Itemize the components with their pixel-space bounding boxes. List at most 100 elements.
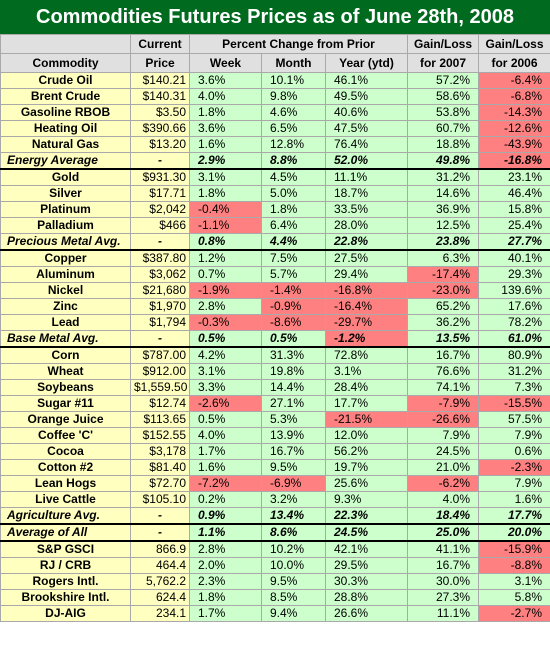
month-cell: -6.9% xyxy=(261,475,326,492)
month-cell: 9.4% xyxy=(261,605,326,622)
current-price: $912.00 xyxy=(130,363,190,380)
month-cell: 4.5% xyxy=(261,168,326,186)
table-row: Platinum $2,042 -0.4% 1.8% 33.5% 36.9% 15.8% xyxy=(0,201,550,218)
current-price: - xyxy=(130,152,190,170)
year-ytd-cell: 46.1% xyxy=(325,72,408,89)
header-row-1: Current Percent Change from Prior Gain/L… xyxy=(0,34,550,54)
month-cell: 9.5% xyxy=(261,573,326,590)
week-cell: -1.1% xyxy=(189,217,262,234)
gain-2007-cell: -23.0% xyxy=(407,282,479,299)
month-cell: 14.4% xyxy=(261,379,326,396)
commodity-name: Agriculture Avg. xyxy=(0,507,131,525)
table-row: RJ / CRB 464.4 2.0% 10.0% 29.5% 16.7% -8.8% xyxy=(0,557,550,574)
gain-2006-cell: -16.8% xyxy=(478,152,550,170)
month-cell: 31.3% xyxy=(261,346,326,364)
current-price: - xyxy=(130,330,190,348)
current-price: $787.00 xyxy=(130,346,190,364)
commodity-name: Zinc xyxy=(0,298,131,315)
current-price: 464.4 xyxy=(130,557,190,574)
average-row: Average of All -1.1% 8.6% 24.5% 25.0% 20.0% xyxy=(0,523,550,542)
table-row: Corn $787.00 4.2% 31.3% 72.8% 16.7% 80.9% xyxy=(0,346,550,364)
week-cell: -2.6% xyxy=(189,395,262,412)
current-price: $3,062 xyxy=(130,266,190,283)
gain-2007-cell: -6.2% xyxy=(407,475,479,492)
gain-2007-cell: 4.0% xyxy=(407,491,479,508)
year-ytd-cell: 56.2% xyxy=(325,443,408,460)
week-cell: 0.8% xyxy=(189,233,262,251)
year-ytd-cell: 17.7% xyxy=(325,395,408,412)
table-row: Coffee 'C' $152.55 4.0% 13.9% 12.0% 7.9% 7.9% xyxy=(0,427,550,444)
gain-2007-cell: 13.5% xyxy=(407,330,479,348)
current-price: $140.31 xyxy=(130,88,190,105)
commodity-name: Crude Oil xyxy=(0,72,131,89)
gain-2007-cell: 36.2% xyxy=(407,314,479,331)
gain-2006-cell: 27.7% xyxy=(478,233,550,251)
current-price: $3.50 xyxy=(130,104,190,121)
gain-2007-cell: 57.2% xyxy=(407,72,479,89)
month-cell: 8.5% xyxy=(261,589,326,606)
month-cell: 6.5% xyxy=(261,120,326,137)
week-cell: -7.2% xyxy=(189,475,262,492)
table-row: Cotton #2 $81.40 1.6% 9.5% 19.7% 21.0% -2.3% xyxy=(0,459,550,476)
commodity-name: RJ / CRB xyxy=(0,557,131,574)
current-price: $3,178 xyxy=(130,443,190,460)
table-row: Orange Juice $113.65 0.5% 5.3% -21.5% -26.6% 5… xyxy=(0,411,550,428)
header-for-2006: for 2006 xyxy=(478,53,550,73)
table-row: Zinc $1,970 2.8% -0.9% -16.4% 65.2% 17.6% xyxy=(0,298,550,315)
year-ytd-cell: 22.8% xyxy=(325,233,408,251)
gain-2007-cell: 6.3% xyxy=(407,249,479,267)
gain-2006-cell: -8.8% xyxy=(478,557,550,574)
month-cell: 19.8% xyxy=(261,363,326,380)
commodity-name: Cocoa xyxy=(0,443,131,460)
gain-2006-cell: 61.0% xyxy=(478,330,550,348)
commodity-name: Gasoline RBOB xyxy=(0,104,131,121)
month-cell: -8.6% xyxy=(261,314,326,331)
current-price: - xyxy=(130,523,190,542)
week-cell: 3.6% xyxy=(189,120,262,137)
commodity-name: Cotton #2 xyxy=(0,459,131,476)
year-ytd-cell: 12.0% xyxy=(325,427,408,444)
gain-2007-cell: 31.2% xyxy=(407,168,479,186)
current-price: - xyxy=(130,507,190,525)
header-year: Year (ytd) xyxy=(325,53,408,73)
table-row: S&P GSCI 866.9 2.8% 10.2% 42.1% 41.1% -15.9% xyxy=(0,540,550,558)
year-ytd-cell: -16.8% xyxy=(325,282,408,299)
month-cell: 5.0% xyxy=(261,185,326,202)
month-cell: 9.5% xyxy=(261,459,326,476)
gain-2007-cell: -26.6% xyxy=(407,411,479,428)
header-price: Price xyxy=(130,53,190,73)
gain-2006-cell: 23.1% xyxy=(478,168,550,186)
table-row: Gold $931.30 3.1% 4.5% 11.1% 31.2% 23.1% xyxy=(0,168,550,186)
gain-2007-cell: 58.6% xyxy=(407,88,479,105)
month-cell: 5.7% xyxy=(261,266,326,283)
month-cell: 6.4% xyxy=(261,217,326,234)
current-price: 5,762.2 xyxy=(130,573,190,590)
year-ytd-cell: 22.3% xyxy=(325,507,408,525)
commodity-name: DJ-AIG xyxy=(0,605,131,622)
commodity-name: Wheat xyxy=(0,363,131,380)
header-percent-change: Percent Change from Prior xyxy=(189,34,408,54)
current-price: $152.55 xyxy=(130,427,190,444)
month-cell: 8.8% xyxy=(261,152,326,170)
gain-2006-cell: 7.9% xyxy=(478,427,550,444)
table-body: Crude Oil $140.21 3.6% 10.1% 46.1% 57.2% -6.4%… xyxy=(0,72,550,622)
gain-2007-cell: 25.0% xyxy=(407,523,479,542)
gain-2006-cell: -15.5% xyxy=(478,395,550,412)
current-price: $387.80 xyxy=(130,249,190,267)
week-cell: 0.9% xyxy=(189,507,262,525)
year-ytd-cell: 42.1% xyxy=(325,540,408,558)
year-ytd-cell: -1.2% xyxy=(325,330,408,348)
commodity-name: Heating Oil xyxy=(0,120,131,137)
week-cell: 2.8% xyxy=(189,298,262,315)
gain-2006-cell: -12.6% xyxy=(478,120,550,137)
year-ytd-cell: 33.5% xyxy=(325,201,408,218)
year-ytd-cell: 47.5% xyxy=(325,120,408,137)
month-cell: 5.3% xyxy=(261,411,326,428)
current-price: $2,042 xyxy=(130,201,190,218)
header-gain-2007-top: Gain/Loss xyxy=(407,34,479,54)
week-cell: 0.2% xyxy=(189,491,262,508)
year-ytd-cell: 3.1% xyxy=(325,363,408,380)
commodity-name: Coffee 'C' xyxy=(0,427,131,444)
current-price: $113.65 xyxy=(130,411,190,428)
commodity-name: Gold xyxy=(0,168,131,186)
